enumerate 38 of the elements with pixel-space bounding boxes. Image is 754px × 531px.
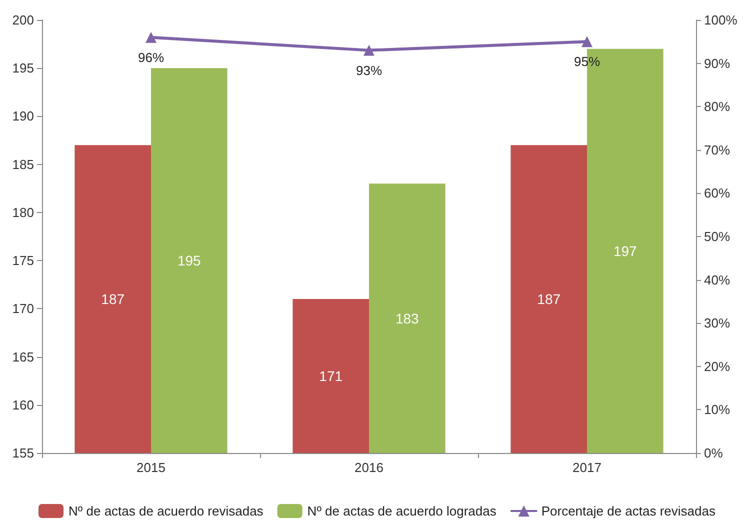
y-tick-label: 160 xyxy=(12,397,34,412)
point xyxy=(146,32,156,43)
y2-tick-label: 50% xyxy=(704,229,730,244)
legend-label: Nº de actas de acuerdo logradas xyxy=(307,504,497,518)
y-tick-label: 165 xyxy=(12,349,34,364)
data-label: 195 xyxy=(177,252,202,269)
y2-tick-label: 70% xyxy=(704,142,730,158)
x-tick-label: 2017 xyxy=(572,460,602,475)
y2-tick-label: 20% xyxy=(704,358,730,374)
data-label: 183 xyxy=(395,310,420,326)
y-tick-label: 155 xyxy=(12,446,34,460)
point xyxy=(364,44,374,56)
y-tick-label: 190 xyxy=(12,108,34,124)
y2-tick-label: 30% xyxy=(704,316,730,331)
y-tick-label: 175 xyxy=(12,253,34,268)
y-tick-label: 170 xyxy=(12,301,34,316)
point xyxy=(582,36,592,48)
data-label: 96% xyxy=(138,50,164,65)
y-tick-label: 200 xyxy=(12,12,34,28)
data-label: 93% xyxy=(356,62,382,78)
y2-tick-label: 40% xyxy=(704,272,730,288)
y-tick-label: 180 xyxy=(12,204,34,220)
data-label: 197 xyxy=(613,242,638,259)
y2-tick-label: 100% xyxy=(704,12,738,28)
y-tick-label: 185 xyxy=(12,156,34,172)
y2-tick-label: 60% xyxy=(704,186,730,201)
y2-tick-label: 10% xyxy=(704,402,730,418)
y2-tick-label: 0% xyxy=(704,446,724,460)
y2-tick-label: 90% xyxy=(704,56,730,71)
data-label: 187 xyxy=(537,291,561,308)
legend-label: Porcentaje de actas revisadas xyxy=(541,504,716,518)
y2-tick-label: 80% xyxy=(704,99,730,114)
y-tick-label: 195 xyxy=(12,60,34,76)
x-tick-label: 2016 xyxy=(354,460,384,475)
data-label: 171 xyxy=(319,368,343,384)
legend-label: Nº de actas de acuerdo revisadas xyxy=(68,504,264,518)
x-tick-label: 2015 xyxy=(136,460,166,475)
data-label: 187 xyxy=(101,291,125,308)
